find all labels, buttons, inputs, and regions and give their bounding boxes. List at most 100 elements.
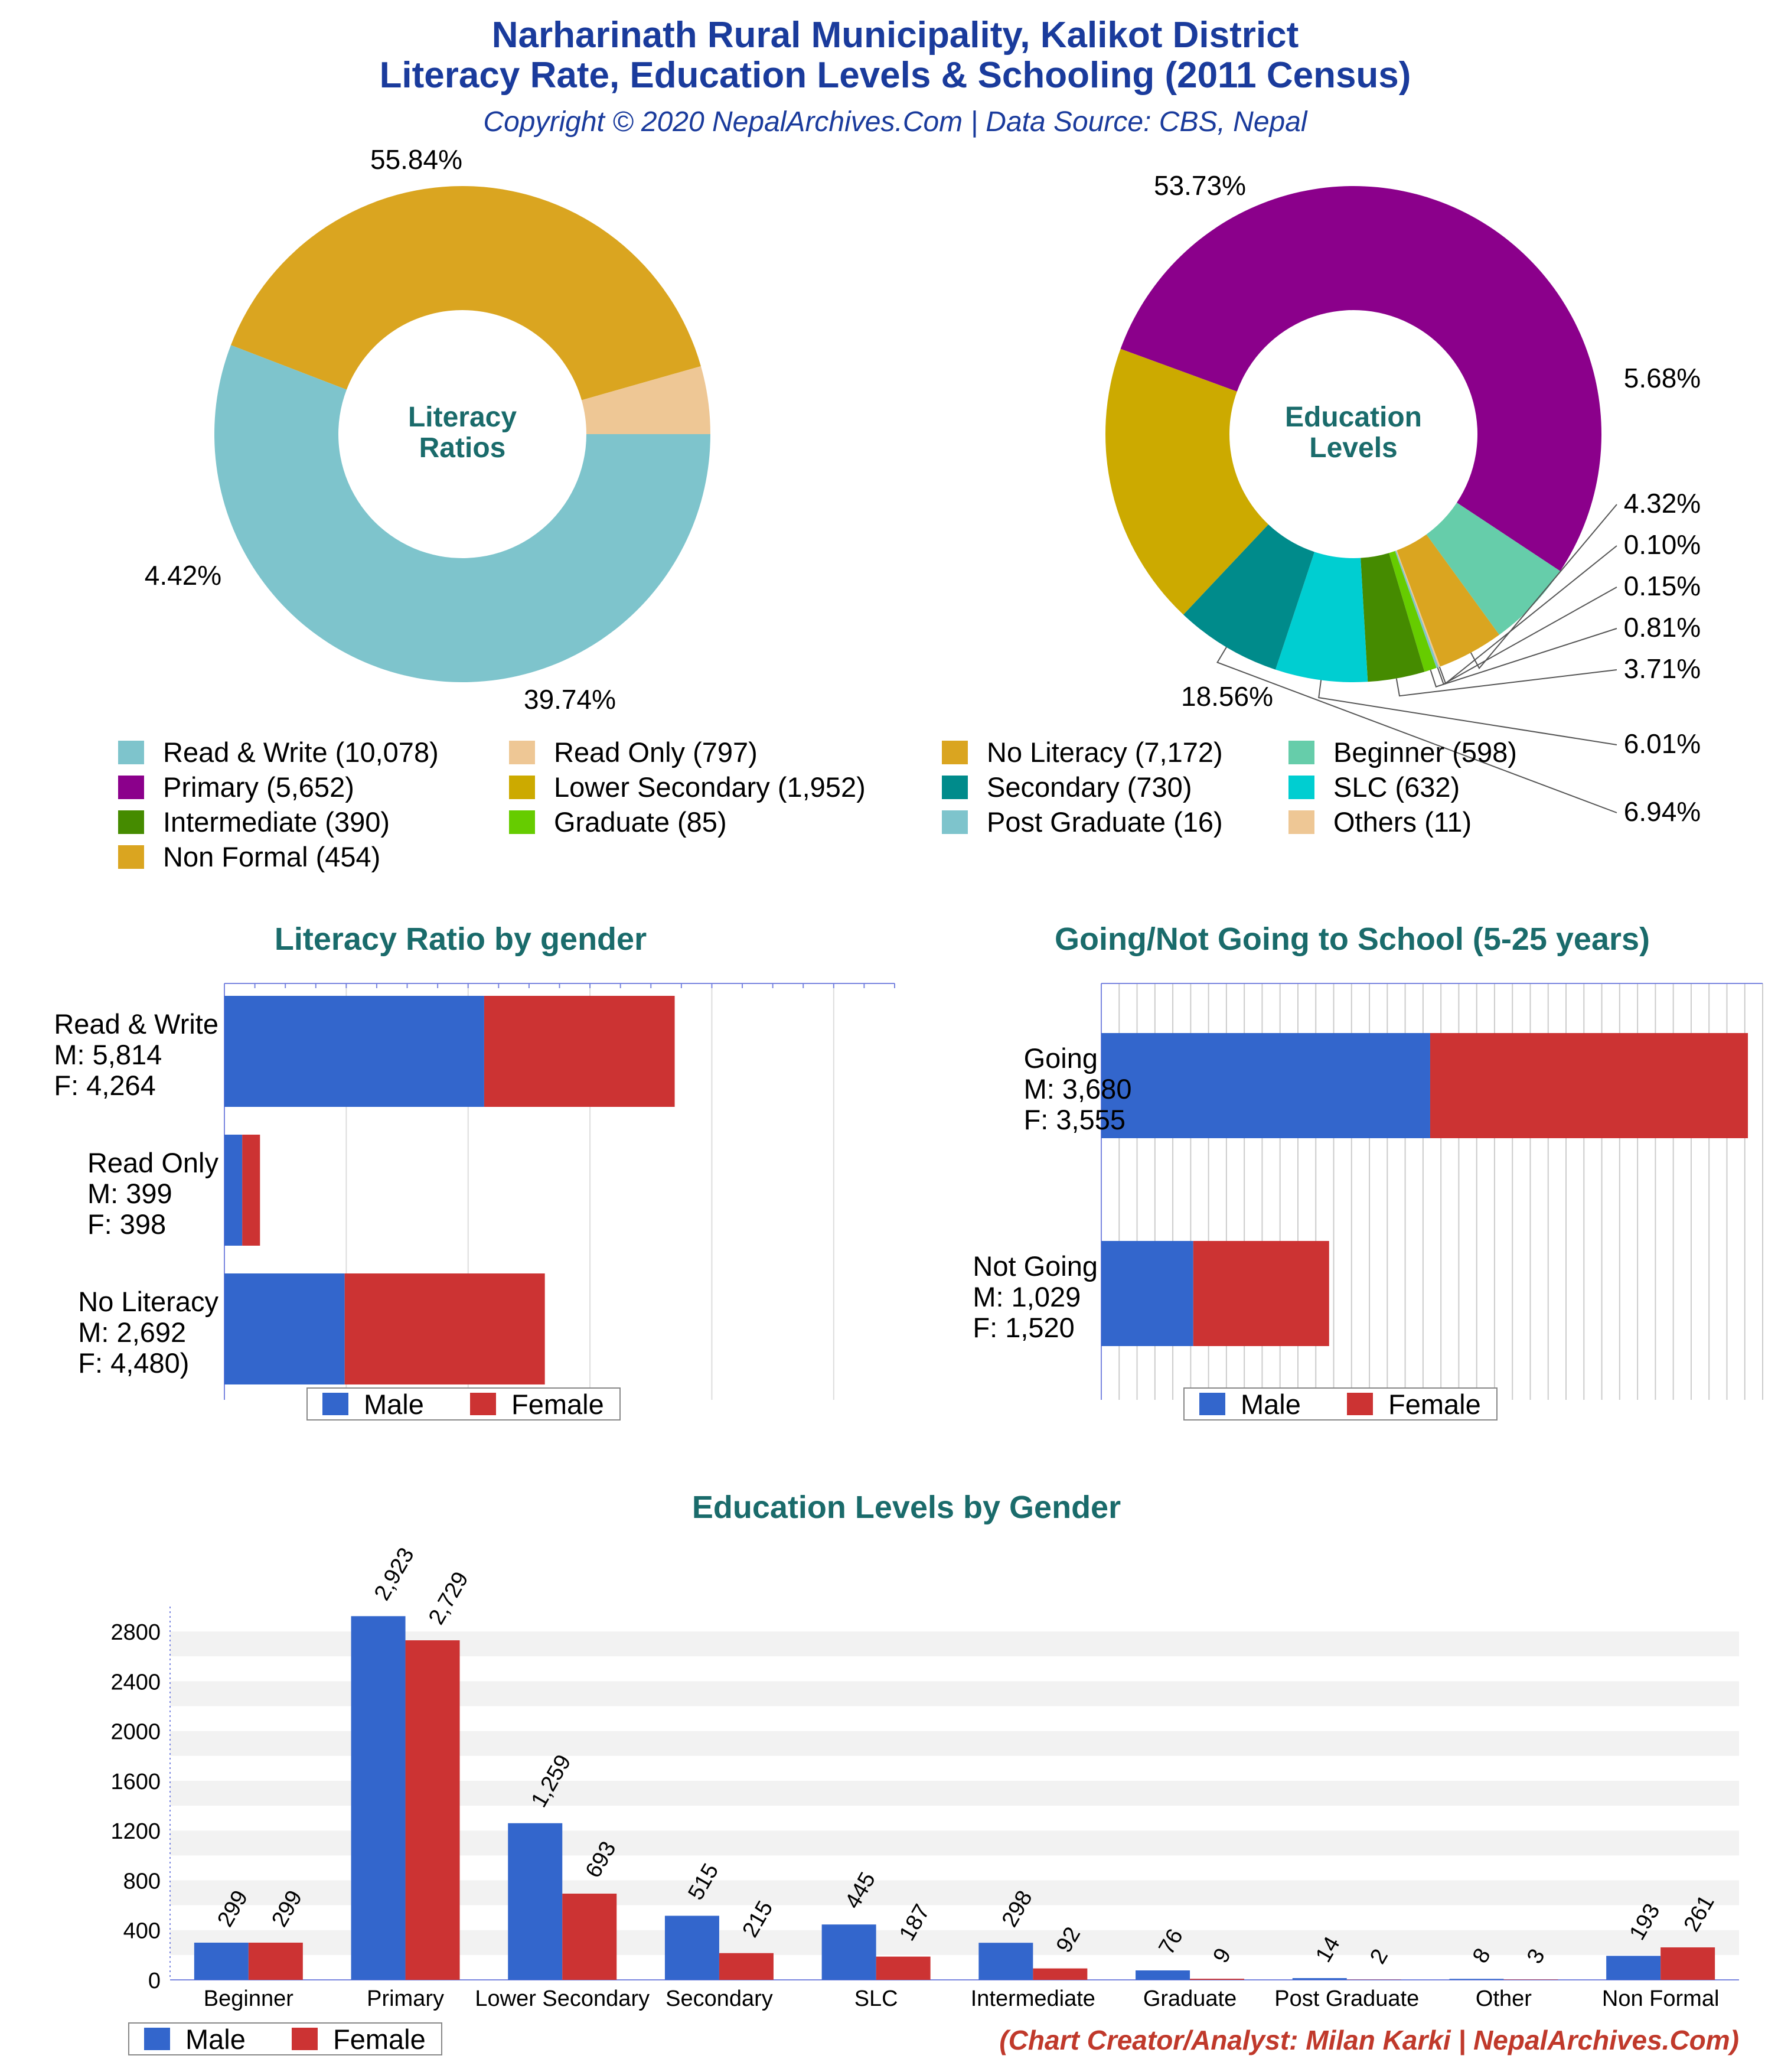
literacy-center-label-1: Literacy xyxy=(408,402,517,433)
pct-label-intermediate: 3.71% xyxy=(1624,653,1701,684)
bar-male-other xyxy=(1449,1979,1504,1980)
legend-swatch-graduate xyxy=(509,810,535,834)
legend-label-lower-secondary: Lower Secondary (1,952) xyxy=(554,771,866,803)
pct-label-lower-secondary: 18.56% xyxy=(1181,681,1273,712)
bar-female-read-write xyxy=(484,996,675,1107)
bar-female-non-formal xyxy=(1660,1947,1715,1980)
subtitle: Copyright © 2020 NepalArchives.Com | Dat… xyxy=(483,106,1307,138)
data-label-male-primary: 2,923 xyxy=(370,1543,419,1604)
slice-secondary xyxy=(1183,524,1314,670)
legend-swatch-post-graduate xyxy=(942,810,968,834)
legend-label-beginner: Beginner (598) xyxy=(1333,737,1517,768)
legend-label-slc: SLC (632) xyxy=(1333,771,1460,803)
category-value-read-write: M: 5,814 xyxy=(54,1039,162,1070)
legend-label-female: Female xyxy=(333,2024,426,2055)
bar-female-secondary xyxy=(719,1953,774,1980)
pct-label-non-formal: 4.32% xyxy=(1624,488,1701,519)
legend-swatch-female xyxy=(1347,1393,1373,1415)
legend-swatch-slc xyxy=(1288,776,1314,799)
pct-label-read-only: 4.42% xyxy=(145,560,221,591)
pct-label-beginner: 5.68% xyxy=(1624,363,1701,393)
bar-male-beginner xyxy=(194,1943,249,1980)
legend-label-non-formal: Non Formal (454) xyxy=(163,841,380,872)
slice-non-formal xyxy=(1397,534,1499,667)
bar-female-intermediate xyxy=(1033,1968,1088,1980)
pct-label-others: 0.10% xyxy=(1624,529,1701,560)
category-value-not-going: F: 1,520 xyxy=(973,1312,1074,1343)
pct-label-slc: 6.01% xyxy=(1624,728,1701,759)
category-value-read-write: F: 4,264 xyxy=(54,1070,155,1101)
x-tick-label: Secondary xyxy=(665,1986,773,2011)
legend-swatch-read-write xyxy=(118,741,144,764)
category-value-going: M: 3,680 xyxy=(1024,1073,1132,1105)
legend-label-graduate: Graduate (85) xyxy=(554,806,727,838)
education-center-label-2: Levels xyxy=(1309,432,1397,464)
legend-box xyxy=(1183,1387,1498,1421)
slice-graduate xyxy=(1389,550,1437,672)
legend-label-intermediate: Intermediate (390) xyxy=(163,806,390,838)
bar-female-other xyxy=(1503,1979,1558,1980)
legend-swatch-intermediate xyxy=(118,810,144,834)
leader-intermediate xyxy=(1395,669,1617,697)
bar-female-no-literacy xyxy=(344,1273,545,1384)
legend-swatch-non-formal xyxy=(118,845,144,869)
slice-no-literacy xyxy=(230,185,701,400)
legend-label-primary: Primary (5,652) xyxy=(163,771,354,803)
x-tick-label: Beginner xyxy=(204,1986,293,2011)
x-tick-label: Post Graduate xyxy=(1274,1986,1419,2011)
legend-label-no-literacy: No Literacy (7,172) xyxy=(987,737,1223,768)
legend-label-post-graduate: Post Graduate (16) xyxy=(987,806,1223,838)
bar-male-going xyxy=(1101,1033,1430,1138)
literacy-center-label-2: Ratios xyxy=(419,432,506,464)
pct-label-secondary: 6.94% xyxy=(1624,796,1701,827)
legend-swatch-male xyxy=(1199,1393,1225,1415)
slice-others xyxy=(1396,550,1440,667)
education-levels-donut xyxy=(1105,186,1601,683)
pct-label-post-graduate: 0.15% xyxy=(1624,571,1701,601)
y-tick-label: 1600 xyxy=(110,1770,161,1794)
x-tick-label: SLC xyxy=(854,1986,898,2011)
legend-label-read-write: Read & Write (10,078) xyxy=(163,737,439,768)
education-gender-title: Education Levels by Gender xyxy=(692,1490,1121,1525)
bar-male-post-graduate xyxy=(1292,1978,1347,1980)
slice-post-graduate xyxy=(1395,550,1439,668)
legend-swatch-male xyxy=(322,1393,348,1415)
legend-label-others: Others (11) xyxy=(1333,806,1472,838)
pct-label-primary: 53.73% xyxy=(1154,170,1246,201)
education-center-label-1: Education xyxy=(1285,402,1422,433)
x-tick-label: Lower Secondary xyxy=(475,1986,650,2011)
category-value-not-going: M: 1,029 xyxy=(973,1281,1081,1312)
bar-male-non-formal xyxy=(1606,1956,1661,1980)
literacy-ratios-donut xyxy=(214,185,710,683)
title-line-1: Narharinath Rural Municipality, Kalikot … xyxy=(492,15,1299,56)
bar-male-read-write xyxy=(224,996,484,1107)
legend-label-secondary: Secondary (730) xyxy=(987,771,1192,803)
legend-label-read-only: Read Only (797) xyxy=(554,737,758,768)
slice-primary xyxy=(1120,186,1601,571)
legend-label-male: Male xyxy=(364,1389,424,1420)
legend-label-male: Male xyxy=(185,2024,246,2055)
bar-male-slc xyxy=(821,1924,876,1980)
bar-female-lower-secondary xyxy=(562,1894,617,1980)
slice-intermediate xyxy=(1361,553,1425,682)
slice-lower-secondary xyxy=(1105,348,1268,615)
legend-box xyxy=(128,2022,442,2055)
legend-swatch-read-only xyxy=(509,741,535,764)
legend-swatch-female xyxy=(292,2028,318,2050)
category-value-going: F: 3,555 xyxy=(1024,1104,1126,1135)
credit-text: (Chart Creator/Analyst: Milan Karki | Ne… xyxy=(999,2025,1739,2055)
category-value-read-only: F: 398 xyxy=(87,1208,166,1240)
literacy-gender-title: Literacy Ratio by gender xyxy=(275,921,647,957)
leader-slc xyxy=(1318,680,1617,745)
legend-label-male: Male xyxy=(1241,1389,1301,1420)
legend-label-female: Female xyxy=(1388,1389,1481,1420)
leader-graduate xyxy=(1430,628,1617,688)
category-value-read-only: M: 399 xyxy=(87,1178,172,1209)
category-value-no-literacy: F: 4,480) xyxy=(78,1347,189,1379)
category-label-not-going: Not Going xyxy=(973,1250,1098,1282)
bar-male-secondary xyxy=(664,1915,719,1980)
leader-non-formal xyxy=(1470,504,1617,670)
x-tick-label: Non Formal xyxy=(1602,1986,1720,2011)
